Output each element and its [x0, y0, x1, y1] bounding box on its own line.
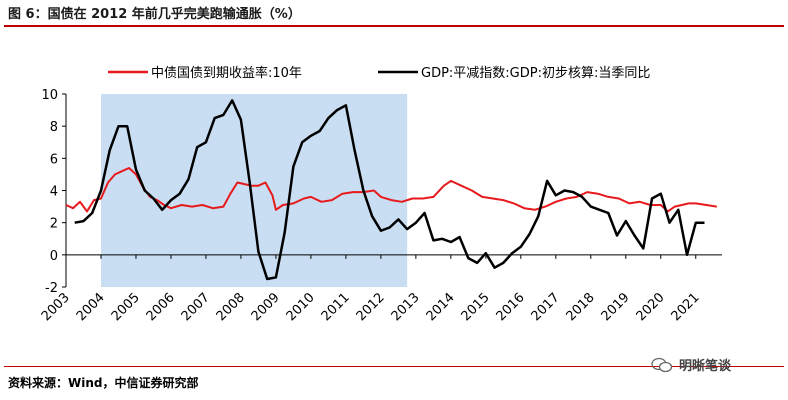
x-tick-label: 2005 — [109, 290, 143, 324]
series-line-gdp-deflator — [74, 99, 705, 281]
title-divider — [4, 25, 784, 27]
y-tick-label: 0 — [50, 249, 58, 264]
x-tick-label: 2016 — [494, 290, 528, 324]
y-tick-label: -2 — [45, 281, 58, 296]
y-tick-label: 4 — [50, 185, 58, 200]
x-tick-label: 2003 — [39, 290, 73, 324]
x-tick-label: 2019 — [599, 290, 633, 324]
x-tick-label: 2017 — [529, 290, 563, 324]
x-tick-label: 2014 — [424, 290, 458, 324]
x-tick-label: 2004 — [74, 290, 108, 324]
legend-label-gdp: GDP:平减指数:GDP:初步核算:当季同比 — [421, 66, 650, 81]
wechat-icon — [651, 357, 673, 372]
source-note: 资料来源：Wind，中信证券研究部 — [8, 376, 199, 390]
x-tick-label: 2009 — [249, 290, 283, 324]
footer-divider — [4, 366, 784, 367]
x-tick-label: 2015 — [459, 290, 493, 324]
y-tick-label: 2 — [50, 217, 58, 232]
y-tick-label: 6 — [50, 152, 58, 167]
y-tick-label: 10 — [41, 88, 58, 103]
x-tick-label: 2020 — [634, 290, 668, 324]
watermark: 明晰笔谈 — [651, 355, 731, 374]
watermark-text: 明晰笔谈 — [679, 359, 732, 374]
legend-label-bond: 中债国债到期收益率:10年 — [151, 65, 302, 81]
x-tick-label: 2006 — [144, 290, 178, 324]
x-tick-label: 2021 — [669, 290, 703, 324]
x-tick-label: 2012 — [354, 290, 388, 324]
figure-title: 图 6：国债在 2012 年前几乎完美跑输通胀（%） — [8, 7, 301, 22]
x-tick-label: 2018 — [564, 290, 598, 324]
x-tick-label: 2013 — [389, 290, 423, 324]
y-tick-label: 8 — [50, 120, 58, 135]
x-tick-label: 2011 — [319, 290, 353, 324]
x-tick-label: 2008 — [214, 290, 248, 324]
x-tick-label: 2010 — [284, 290, 318, 324]
x-tick-label: 2007 — [179, 290, 213, 324]
shaded-period — [100, 94, 408, 287]
